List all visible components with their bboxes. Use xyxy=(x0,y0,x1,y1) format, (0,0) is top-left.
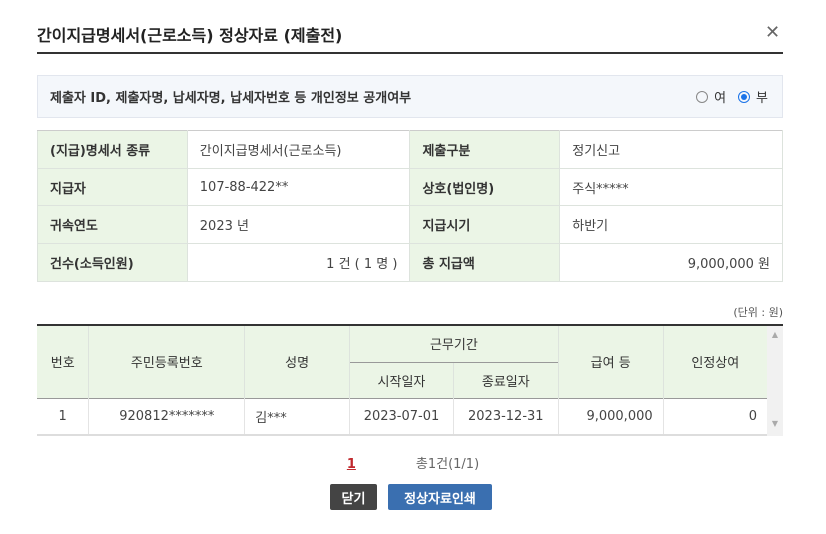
info-row: 지급자 107-88-422** 상호(법인명) 주식***** xyxy=(37,167,783,207)
col-rrn: 주민등록번호 xyxy=(88,326,245,398)
print-button[interactable]: 정상자료인쇄 xyxy=(388,484,492,510)
cell-pay: 9,000,000 xyxy=(557,397,664,436)
cell-end: 2023-12-31 xyxy=(452,397,559,436)
cell-bonus: 0 xyxy=(662,397,767,436)
table-row[interactable]: 1 920812******* 김*** 2023-07-01 2023-12-… xyxy=(37,397,767,436)
col-bonus: 인정상여 xyxy=(662,326,767,398)
info-value: 하반기 xyxy=(559,205,783,245)
info-row: (지급)명세서 종류 간이지급명세서(근로소득) 제출구분 정기신고 xyxy=(37,130,783,169)
info-row: 귀속연도 2023 년 지급시기 하반기 xyxy=(37,205,783,245)
col-pay: 급여 등 xyxy=(557,326,664,398)
info-label: 귀속연도 xyxy=(37,205,188,245)
scroll-down-icon[interactable]: ▼ xyxy=(771,419,779,428)
unit-label: (단위 : 원) xyxy=(733,306,783,319)
info-value: 주식***** xyxy=(559,167,783,207)
cell-name: 김*** xyxy=(244,397,350,436)
col-period: 근무기간 xyxy=(349,326,559,362)
detail-grid: 번호 주민등록번호 성명 근무기간 급여 등 인정상여 시작일자 종료일자 1 … xyxy=(37,324,783,436)
col-no: 번호 xyxy=(37,326,89,398)
col-start: 시작일자 xyxy=(349,361,454,398)
summary-info-table: (지급)명세서 종류 간이지급명세서(근로소득) 제출구분 정기신고 지급자 107-8… xyxy=(37,130,783,282)
info-label: 제출구분 xyxy=(409,130,561,169)
close-button[interactable]: 닫기 xyxy=(330,484,377,510)
info-label: 지급시기 xyxy=(409,205,561,245)
info-row: 건수(소득인원) 1 건 ( 1 명 ) 총 지급액 9,000,000 원 xyxy=(37,243,783,282)
vertical-scrollbar[interactable]: ▲ ▼ xyxy=(767,326,783,436)
total-count: 총1건(1/1) xyxy=(415,457,480,472)
info-value: 1 건 ( 1 명 ) xyxy=(186,243,411,282)
info-value: 107-88-422** xyxy=(186,167,411,207)
dialog-title: 간이지급명세서(근로소득) 정상자료 (제출전) xyxy=(37,26,343,45)
info-label: 총 지급액 xyxy=(409,243,561,282)
col-end: 종료일자 xyxy=(452,361,559,398)
radio-yes-label: 여 xyxy=(714,91,727,106)
title-divider xyxy=(37,52,783,54)
cell-start: 2023-07-01 xyxy=(349,397,454,436)
radio-no[interactable] xyxy=(738,90,751,103)
privacy-question: 제출자 ID, 제출자명, 납세자명, 납세자번호 등 개인정보 공개여부 xyxy=(50,91,412,106)
info-label: 건수(소득인원) xyxy=(37,243,188,282)
radio-no-label: 부 xyxy=(756,91,768,106)
info-value: 2023 년 xyxy=(186,205,411,245)
info-label: (지급)명세서 종류 xyxy=(37,130,188,169)
pagination: 1 총1건(1/1) xyxy=(0,453,826,472)
info-value: 간이지급명세서(근로소득) xyxy=(186,130,411,169)
page-link[interactable]: 1 xyxy=(346,457,356,472)
info-value: 정기신고 xyxy=(559,130,783,169)
cell-rrn: 920812******* xyxy=(88,397,245,436)
cell-no: 1 xyxy=(37,397,89,436)
close-icon[interactable]: ✕ xyxy=(765,22,781,43)
scroll-up-icon[interactable]: ▲ xyxy=(771,330,779,339)
col-name: 성명 xyxy=(244,326,350,398)
info-value: 9,000,000 원 xyxy=(559,243,783,282)
privacy-disclosure-box: 제출자 ID, 제출자명, 납세자명, 납세자번호 등 개인정보 공개여부 여 … xyxy=(37,75,783,118)
radio-yes[interactable] xyxy=(696,90,709,103)
info-label: 지급자 xyxy=(37,167,188,207)
info-label: 상호(법인명) xyxy=(409,167,561,207)
